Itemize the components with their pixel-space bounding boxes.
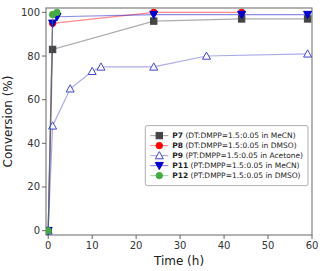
x-tick [224, 235, 225, 239]
point [304, 50, 312, 57]
legend-label-text: (DT:DMPP=1.5:0.05 in DMSO) [183, 141, 297, 150]
y-tick-label: 40 [27, 138, 40, 149]
y-axis-label: Conversion (%) [1, 76, 15, 168]
legend-label-text: (PT:DMPP=1.5:0.05 in MeCN) [188, 161, 299, 170]
legend-label-name: P12 [172, 171, 188, 180]
series-line [48, 19, 307, 231]
legend-label-name: P7 [172, 131, 183, 140]
background [0, 0, 320, 271]
legend-label-text: (PT:DMPP=1.5:0.05 in DMSO) [188, 171, 300, 180]
x-tick-label: 50 [262, 240, 275, 251]
point [54, 9, 60, 15]
point [202, 52, 210, 59]
y-tick-label: 60 [27, 94, 40, 105]
legend-marker [156, 132, 162, 138]
series [46, 50, 312, 234]
legend-box [145, 126, 308, 186]
x-tick [312, 235, 313, 239]
point [238, 11, 246, 18]
series [46, 11, 312, 234]
point [88, 67, 96, 74]
legend-item: P12 (PT:DMPP=1.5:0.05 in DMSO) [150, 171, 300, 180]
point [46, 227, 51, 233]
series-line [48, 54, 307, 231]
legend: P7 (DT:DMPP=1.5:0.05 in MeCN)P8 (DT:DMPP… [145, 126, 308, 186]
legend-label: P12 (PT:DMPP=1.5:0.05 in DMSO) [172, 171, 300, 180]
point [150, 63, 158, 70]
y-tick [42, 99, 46, 100]
x-tick [92, 235, 93, 239]
legend-item: P9 (PT:DMPP=1.5:0.05 in Acetone) [150, 151, 303, 160]
x-axis-label: Time (h) [153, 254, 204, 268]
series [46, 9, 245, 234]
series [46, 16, 311, 234]
chart-container: 0 10 20 30 40 50 60 0 20 40 60 80 100 Time (h) Convers… [0, 0, 320, 271]
legend-label: P9 (PT:DMPP=1.5:0.05 in Acetone) [172, 151, 303, 160]
point [97, 63, 105, 70]
legend-label-text: (PT:DMPP=1.5:0.05 in Acetone) [183, 151, 303, 160]
legend-item: P8 (DT:DMPP=1.5:0.05 in DMSO) [150, 141, 296, 150]
legend-label-name: P11 [172, 161, 188, 170]
legend-item: P7 (DT:DMPP=1.5:0.05 in MeCN) [150, 131, 295, 140]
legend-marker [156, 142, 162, 148]
x-tick-label: 10 [86, 240, 99, 251]
y-tick [42, 230, 46, 231]
y-tick-label: 100 [21, 7, 40, 18]
legend-marker [156, 172, 162, 178]
x-tick-label: 60 [306, 240, 319, 251]
series-line [48, 12, 241, 230]
x-tick-label: 40 [218, 240, 231, 251]
series [46, 9, 60, 234]
legend-label: P7 (DT:DMPP=1.5:0.05 in MeCN) [172, 131, 295, 140]
legend-label: P8 (DT:DMPP=1.5:0.05 in DMSO) [172, 141, 296, 150]
series-line [48, 12, 57, 230]
x-tick-label: 20 [130, 240, 143, 251]
point [46, 227, 51, 233]
legend-marker [155, 152, 163, 159]
point [66, 85, 74, 92]
y-tick-label: 80 [27, 51, 40, 62]
y-tick [42, 186, 46, 187]
x-tick-label: 0 [45, 240, 51, 251]
legend-label: P11 (PT:DMPP=1.5:0.05 in MeCN) [172, 161, 299, 170]
x-tick [136, 235, 137, 239]
legend-label-text: (DT:DMPP=1.5:0.05 in MeCN) [183, 131, 296, 140]
point [46, 227, 52, 234]
y-tick [42, 12, 46, 13]
series-line [48, 15, 307, 231]
legend-label-name: P9 [172, 151, 183, 160]
point [304, 11, 312, 18]
plot-frame [46, 8, 312, 235]
y-tick-label: 20 [27, 181, 40, 192]
x-tick [48, 235, 49, 239]
axes: 0 10 20 30 40 50 60 0 20 40 60 80 100 [21, 7, 318, 251]
chart: 0 10 20 30 40 50 60 0 20 40 60 80 100 Time (h) Convers… [0, 0, 320, 271]
legend-item: P11 (PT:DMPP=1.5:0.05 in MeCN) [150, 161, 299, 170]
point [46, 227, 52, 234]
legend-label-name: P8 [172, 141, 183, 150]
y-tick-label: 0 [34, 225, 40, 236]
x-tick-label: 30 [174, 240, 187, 251]
y-tick [42, 143, 46, 144]
legend-marker [155, 162, 163, 169]
y-tick [42, 56, 46, 57]
x-tick [268, 235, 269, 239]
point [46, 227, 51, 233]
x-tick [180, 235, 181, 239]
point [150, 11, 158, 18]
plot-area [46, 9, 312, 234]
